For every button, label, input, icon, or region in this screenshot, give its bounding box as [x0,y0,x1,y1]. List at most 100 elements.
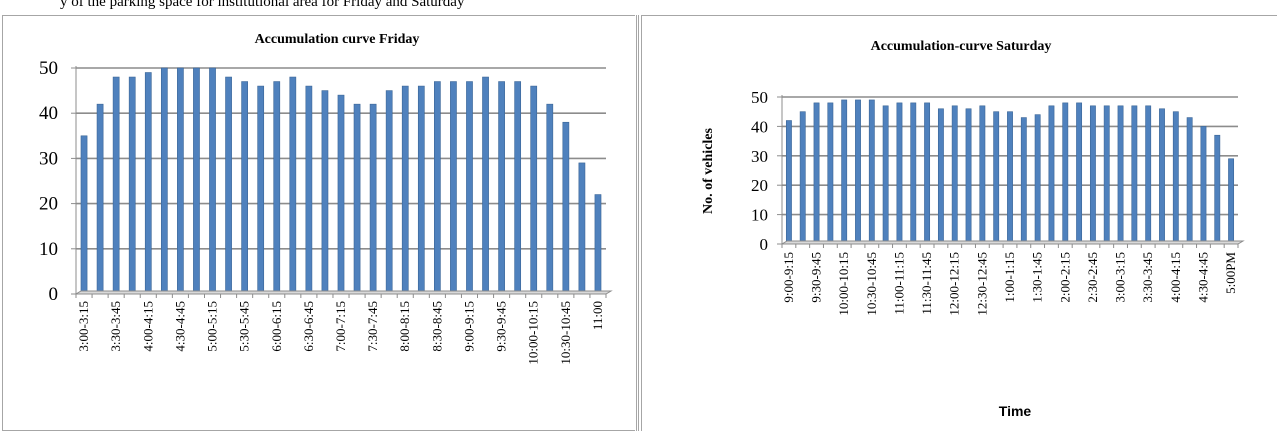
bar-saturday-16 [1007,111,1013,245]
bar-saturday-13 [965,108,972,245]
x-tick-label-saturday-0: 9:00-9:15 [781,252,796,303]
chart-title-saturday: Accumulation-curve Saturday [871,39,1052,54]
y-tick-label-saturday-1: 10 [751,206,768,225]
x-tick-label-friday-14: 6:30-6:45 [301,301,316,352]
bar-saturday-3 [827,102,834,245]
bar-friday-32 [594,194,602,295]
bar-saturday-0 [785,120,792,245]
x-tick-label-friday-8: 5:00-5:15 [205,301,220,352]
bar-saturday-11 [937,108,944,245]
y-tick-label-friday-1: 10 [39,239,58,260]
bar-saturday-9 [910,102,917,245]
bar-friday-9 [225,76,232,295]
bar-saturday-23 [1103,105,1110,245]
bar-saturday-14 [979,105,986,245]
bar-saturday-21 [1076,102,1083,245]
x-tick-label-saturday-12: 12:00-12:15 [947,252,962,316]
bar-friday-29 [546,103,554,295]
x-tick-label-saturday-6: 10:30-10:45 [864,252,879,316]
bar-saturday-30 [1200,126,1207,245]
x-tick-label-friday-28: 10:00-10:15 [526,301,541,365]
x-tick-label-saturday-26: 3:30-3:45 [1140,252,1155,303]
bar-friday-26 [498,81,505,295]
x-tick-label-friday-24: 9:00-9:15 [461,301,476,352]
bar-saturday-28 [1172,111,1179,245]
x-tick-label-friday-22: 8:30-8:45 [429,301,444,352]
x-tick-label-saturday-18: 1:30-1:45 [1030,252,1045,303]
bar-saturday-24 [1117,105,1124,245]
x-tick-label-saturday-24: 3:00-3:15 [1113,252,1128,303]
bar-saturday-8 [896,102,903,245]
y-tick-label-saturday-5: 50 [751,88,768,107]
bar-friday-2 [112,76,120,295]
x-tick-label-friday-2: 3:30-3:45 [108,301,123,352]
chart-friday: Accumulation curve Friday 0 10 20 30 40 50 3:00… [39,32,613,365]
x-tick-label-saturday-4: 10:00-10:15 [836,252,851,316]
x-tick-label-saturday-20: 2:00-2:15 [1057,252,1072,303]
bar-friday-4 [144,72,152,295]
bar-saturday-4 [841,99,848,245]
bar-saturday-20 [1062,102,1069,245]
bar-friday-19 [385,90,393,295]
x-tick-label-friday-18: 7:30-7:45 [365,301,380,352]
x-tick-label-friday-10: 5:30-5:45 [237,301,252,352]
y-tick-label-saturday-4: 40 [751,117,768,136]
bar-friday-0 [80,135,88,295]
x-tick-label-friday-32: 11:00 [590,301,605,330]
bar-saturday-6 [868,99,875,245]
bar-saturday-32 [1228,158,1235,245]
bar-saturday-5 [855,99,861,245]
x-tick-label-saturday-22: 2:30-2:45 [1085,252,1100,303]
bar-friday-24 [466,81,473,295]
bar-friday-7 [193,67,200,295]
x-tick-label-friday-20: 8:00-8:15 [397,301,412,352]
x-tick-label-saturday-10: 11:30-11:45 [919,252,934,315]
bar-saturday-12 [951,105,958,245]
bar-saturday-17 [1020,117,1027,245]
bar-friday-16 [337,94,345,295]
y-tick-label-friday-0: 0 [49,284,59,305]
y-tick-label-saturday-2: 20 [751,176,768,195]
bar-saturday-25 [1131,105,1138,245]
x-tick-label-friday-0: 3:00-3:15 [76,301,91,352]
chart-title-friday: Accumulation curve Friday [255,32,420,47]
x-tick-label-friday-4: 4:00-4:15 [140,301,155,352]
bar-friday-27 [514,81,522,295]
x-axis-saturday [780,240,1245,245]
x-tick-label-friday-16: 7:00-7:15 [333,301,348,352]
bar-saturday-10 [924,102,931,245]
y-axis-title-saturday: No. of vehicles [701,127,716,213]
chart-panel-friday: Accumulation curve Friday 0 10 20 30 40 50 3:00… [2,15,635,431]
x-tick-label-saturday-28: 4:00-4:15 [1168,252,1183,303]
bar-friday-11 [257,85,265,295]
x-tick-label-saturday-2: 9:30-9:45 [809,252,824,303]
bar-saturday-7 [882,105,889,245]
bar-friday-31 [578,162,586,295]
bar-friday-6 [177,67,184,295]
bar-friday-5 [160,67,168,295]
x-tick-label-saturday-14: 12:30-12:45 [974,252,989,316]
x-tick-label-friday-12: 6:00-6:15 [269,301,284,352]
bar-saturday-22 [1089,105,1096,245]
bar-friday-28 [530,85,538,295]
y-tick-label-friday-4: 40 [39,103,58,124]
bar-friday-22 [434,81,441,295]
bar-friday-10 [241,81,248,295]
y-tick-label-saturday-3: 30 [751,147,768,166]
x-tick-label-saturday-30: 4:30-4:45 [1195,252,1210,303]
bar-friday-12 [273,81,281,295]
chart-saturday: Accumulation-curve Saturday 0 10 20 30 40 50 9:… [701,39,1245,419]
bar-friday-14 [305,85,313,295]
bar-saturday-1 [799,111,806,245]
x-tick-label-friday-26: 9:30-9:45 [494,301,509,352]
bar-saturday-19 [1048,105,1055,245]
bar-saturday-2 [813,102,820,245]
panel-divider [636,15,639,431]
bar-saturday-15 [993,111,1000,245]
bar-friday-8 [209,67,216,295]
bar-friday-15 [321,90,329,295]
y-tick-label-saturday-0: 0 [760,235,769,254]
bar-saturday-31 [1214,134,1221,245]
x-tick-label-friday-6: 4:30-4:45 [172,301,187,352]
bar-saturday-27 [1159,108,1165,245]
